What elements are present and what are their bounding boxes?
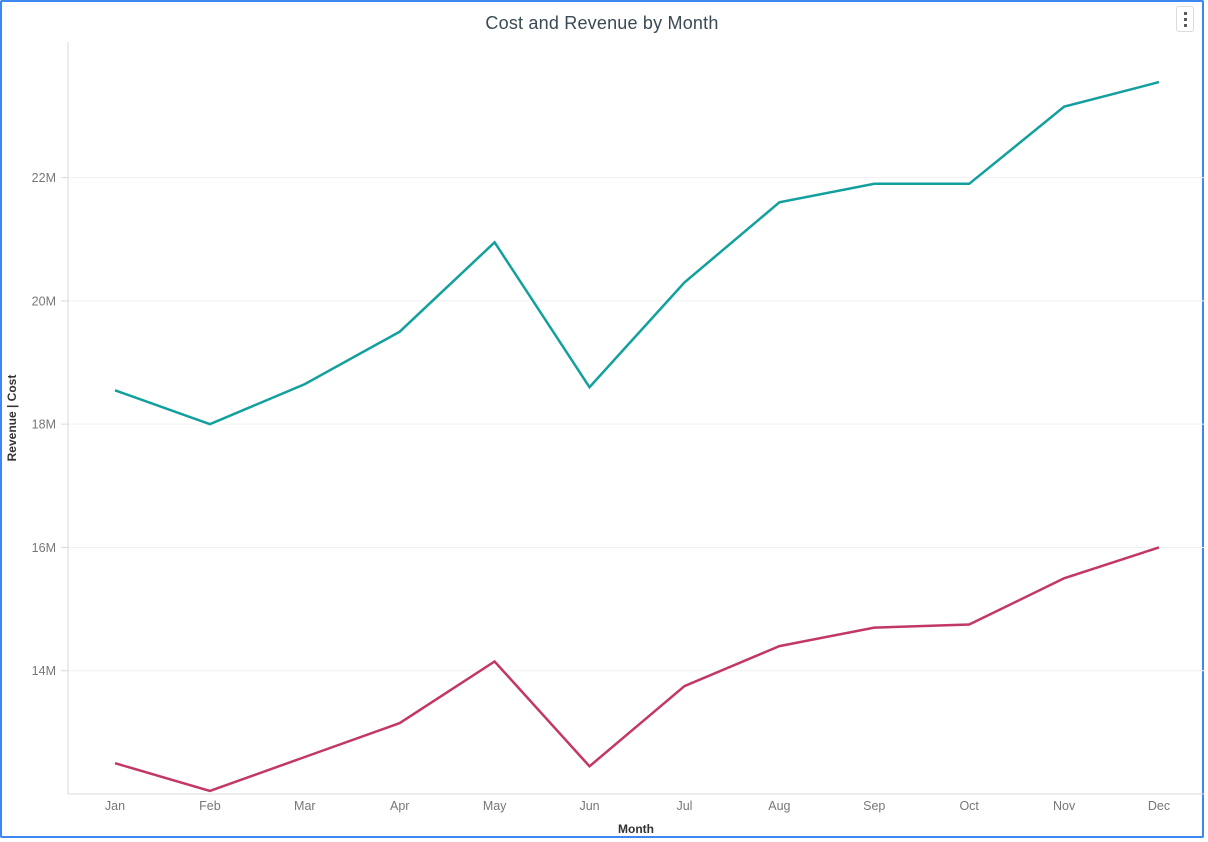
- x-category-label: Mar: [294, 799, 316, 813]
- x-category-label: Oct: [959, 799, 979, 813]
- y-axis-title: Revenue | Cost: [5, 375, 19, 462]
- y-tick-label: 16M: [32, 541, 56, 555]
- x-category-label: Jul: [676, 799, 692, 813]
- y-tick-label: 14M: [32, 664, 56, 678]
- kebab-menu-icon: [1183, 17, 1187, 21]
- axes-group: [61, 42, 1204, 795]
- tick-labels-group: 14M 16M 18M 20M 22M Jan Feb Mar Apr May Jun Jul Aug S…: [32, 171, 1170, 813]
- x-category-label: Nov: [1053, 799, 1076, 813]
- chart-title: Cost and Revenue by Month: [485, 13, 719, 33]
- x-axis-title: Month: [618, 822, 654, 836]
- x-category-label: Aug: [768, 799, 790, 813]
- x-category-label: Jun: [579, 799, 599, 813]
- kebab-menu-icon: [1183, 11, 1187, 15]
- y-tick-label: 20M: [32, 294, 56, 308]
- x-category-label: Apr: [390, 799, 409, 813]
- x-category-label: Feb: [199, 799, 221, 813]
- y-tick-label: 18M: [32, 418, 56, 432]
- x-category-label: Jan: [105, 799, 125, 813]
- y-tick-label: 22M: [32, 171, 56, 185]
- series-group: [114, 80, 1160, 793]
- gridlines-group: [68, 177, 1204, 672]
- x-category-label: Sep: [863, 799, 885, 813]
- kebab-menu-icon: [1183, 23, 1187, 27]
- options-menu-button[interactable]: [1176, 6, 1194, 32]
- x-category-label: May: [483, 799, 507, 813]
- revenue-line[interactable]: [114, 80, 1160, 426]
- x-category-label: Dec: [1148, 799, 1170, 813]
- cost-line[interactable]: [114, 546, 1160, 793]
